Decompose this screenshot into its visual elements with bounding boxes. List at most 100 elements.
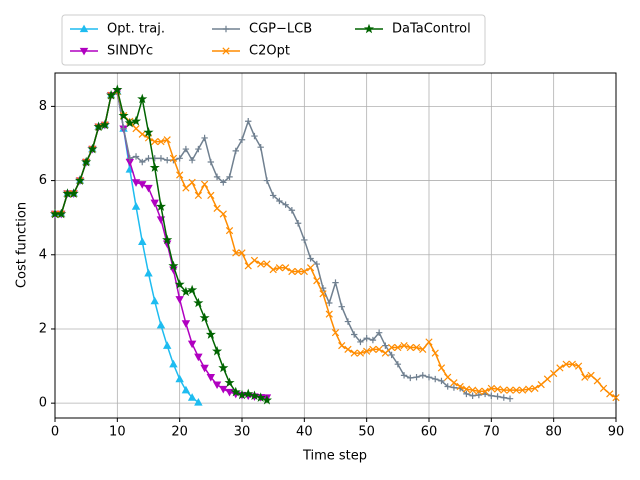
- series-line: [55, 90, 199, 404]
- marker: [199, 312, 210, 323]
- marker: [137, 93, 148, 104]
- marker: [462, 385, 471, 393]
- marker: [155, 201, 166, 211]
- x-tick-label: 10: [109, 425, 126, 440]
- marker: [238, 136, 246, 143]
- legend-label: CGP−LCB: [249, 22, 312, 37]
- marker: [263, 177, 271, 184]
- marker: [381, 349, 389, 357]
- marker: [525, 385, 533, 393]
- marker: [222, 25, 230, 33]
- marker: [493, 385, 502, 393]
- marker: [188, 156, 196, 164]
- x-tick-label: 70: [483, 425, 500, 440]
- marker: [568, 360, 576, 368]
- marker: [518, 386, 527, 394]
- marker: [407, 374, 414, 382]
- marker: [456, 382, 464, 391]
- marker: [181, 385, 191, 394]
- marker: [188, 178, 196, 187]
- marker: [93, 121, 104, 132]
- marker: [369, 336, 377, 344]
- marker: [79, 47, 89, 56]
- marker: [68, 188, 79, 198]
- marker: [187, 284, 198, 295]
- y-axis-label: Cost function: [15, 202, 30, 288]
- marker: [243, 388, 254, 399]
- marker: [195, 145, 202, 153]
- marker: [475, 391, 483, 399]
- marker: [288, 207, 296, 214]
- marker: [224, 377, 235, 388]
- marker: [56, 208, 67, 219]
- marker: [412, 343, 421, 352]
- marker: [157, 155, 165, 162]
- marker: [238, 249, 246, 257]
- marker: [201, 134, 208, 142]
- marker: [219, 210, 227, 218]
- marker: [356, 349, 365, 357]
- marker: [200, 364, 209, 373]
- marker: [222, 47, 230, 55]
- marker: [375, 345, 383, 353]
- marker: [469, 392, 476, 399]
- marker: [87, 143, 98, 154]
- marker: [226, 173, 233, 181]
- marker: [181, 320, 191, 328]
- marker: [562, 360, 570, 368]
- marker: [332, 279, 339, 286]
- marker: [543, 375, 552, 383]
- marker: [263, 260, 271, 268]
- marker: [338, 303, 345, 310]
- marker: [207, 158, 215, 166]
- plot-frame: [54, 72, 617, 419]
- series-line: [55, 90, 511, 400]
- marker: [450, 379, 458, 387]
- marker: [387, 343, 396, 352]
- marker: [269, 192, 277, 199]
- marker: [319, 290, 327, 298]
- marker: [187, 340, 197, 349]
- y-tick-label: 2: [39, 321, 47, 336]
- marker: [301, 236, 308, 244]
- marker: [400, 372, 408, 379]
- marker: [151, 138, 159, 146]
- marker: [475, 387, 483, 395]
- marker: [218, 362, 229, 373]
- marker: [612, 393, 620, 402]
- marker: [606, 390, 614, 398]
- legend-label: SINDYc: [107, 44, 153, 59]
- marker: [500, 394, 507, 401]
- marker: [313, 260, 320, 268]
- marker: [282, 264, 290, 272]
- marker: [206, 374, 216, 382]
- marker: [406, 343, 414, 352]
- marker: [419, 345, 427, 353]
- marker: [537, 380, 545, 389]
- marker: [550, 369, 558, 378]
- x-tick-label: 80: [545, 425, 562, 440]
- marker: [250, 256, 259, 264]
- x-tick-label: 90: [608, 425, 625, 440]
- x-tick-label: 20: [171, 425, 188, 440]
- marker: [244, 262, 252, 270]
- marker: [350, 349, 358, 357]
- marker: [487, 384, 495, 392]
- marker: [212, 345, 223, 356]
- marker: [344, 345, 352, 353]
- marker: [556, 364, 564, 372]
- marker: [112, 84, 123, 94]
- marker: [593, 377, 601, 385]
- marker: [494, 393, 501, 400]
- marker: [574, 362, 583, 370]
- marker: [74, 175, 85, 185]
- x-tick-label: 30: [234, 425, 251, 440]
- marker: [463, 390, 470, 398]
- marker: [150, 199, 159, 208]
- marker: [145, 155, 152, 162]
- marker: [149, 162, 160, 172]
- marker: [450, 384, 458, 391]
- marker: [207, 191, 215, 200]
- marker: [394, 343, 402, 352]
- x-tick-label: 60: [421, 425, 438, 440]
